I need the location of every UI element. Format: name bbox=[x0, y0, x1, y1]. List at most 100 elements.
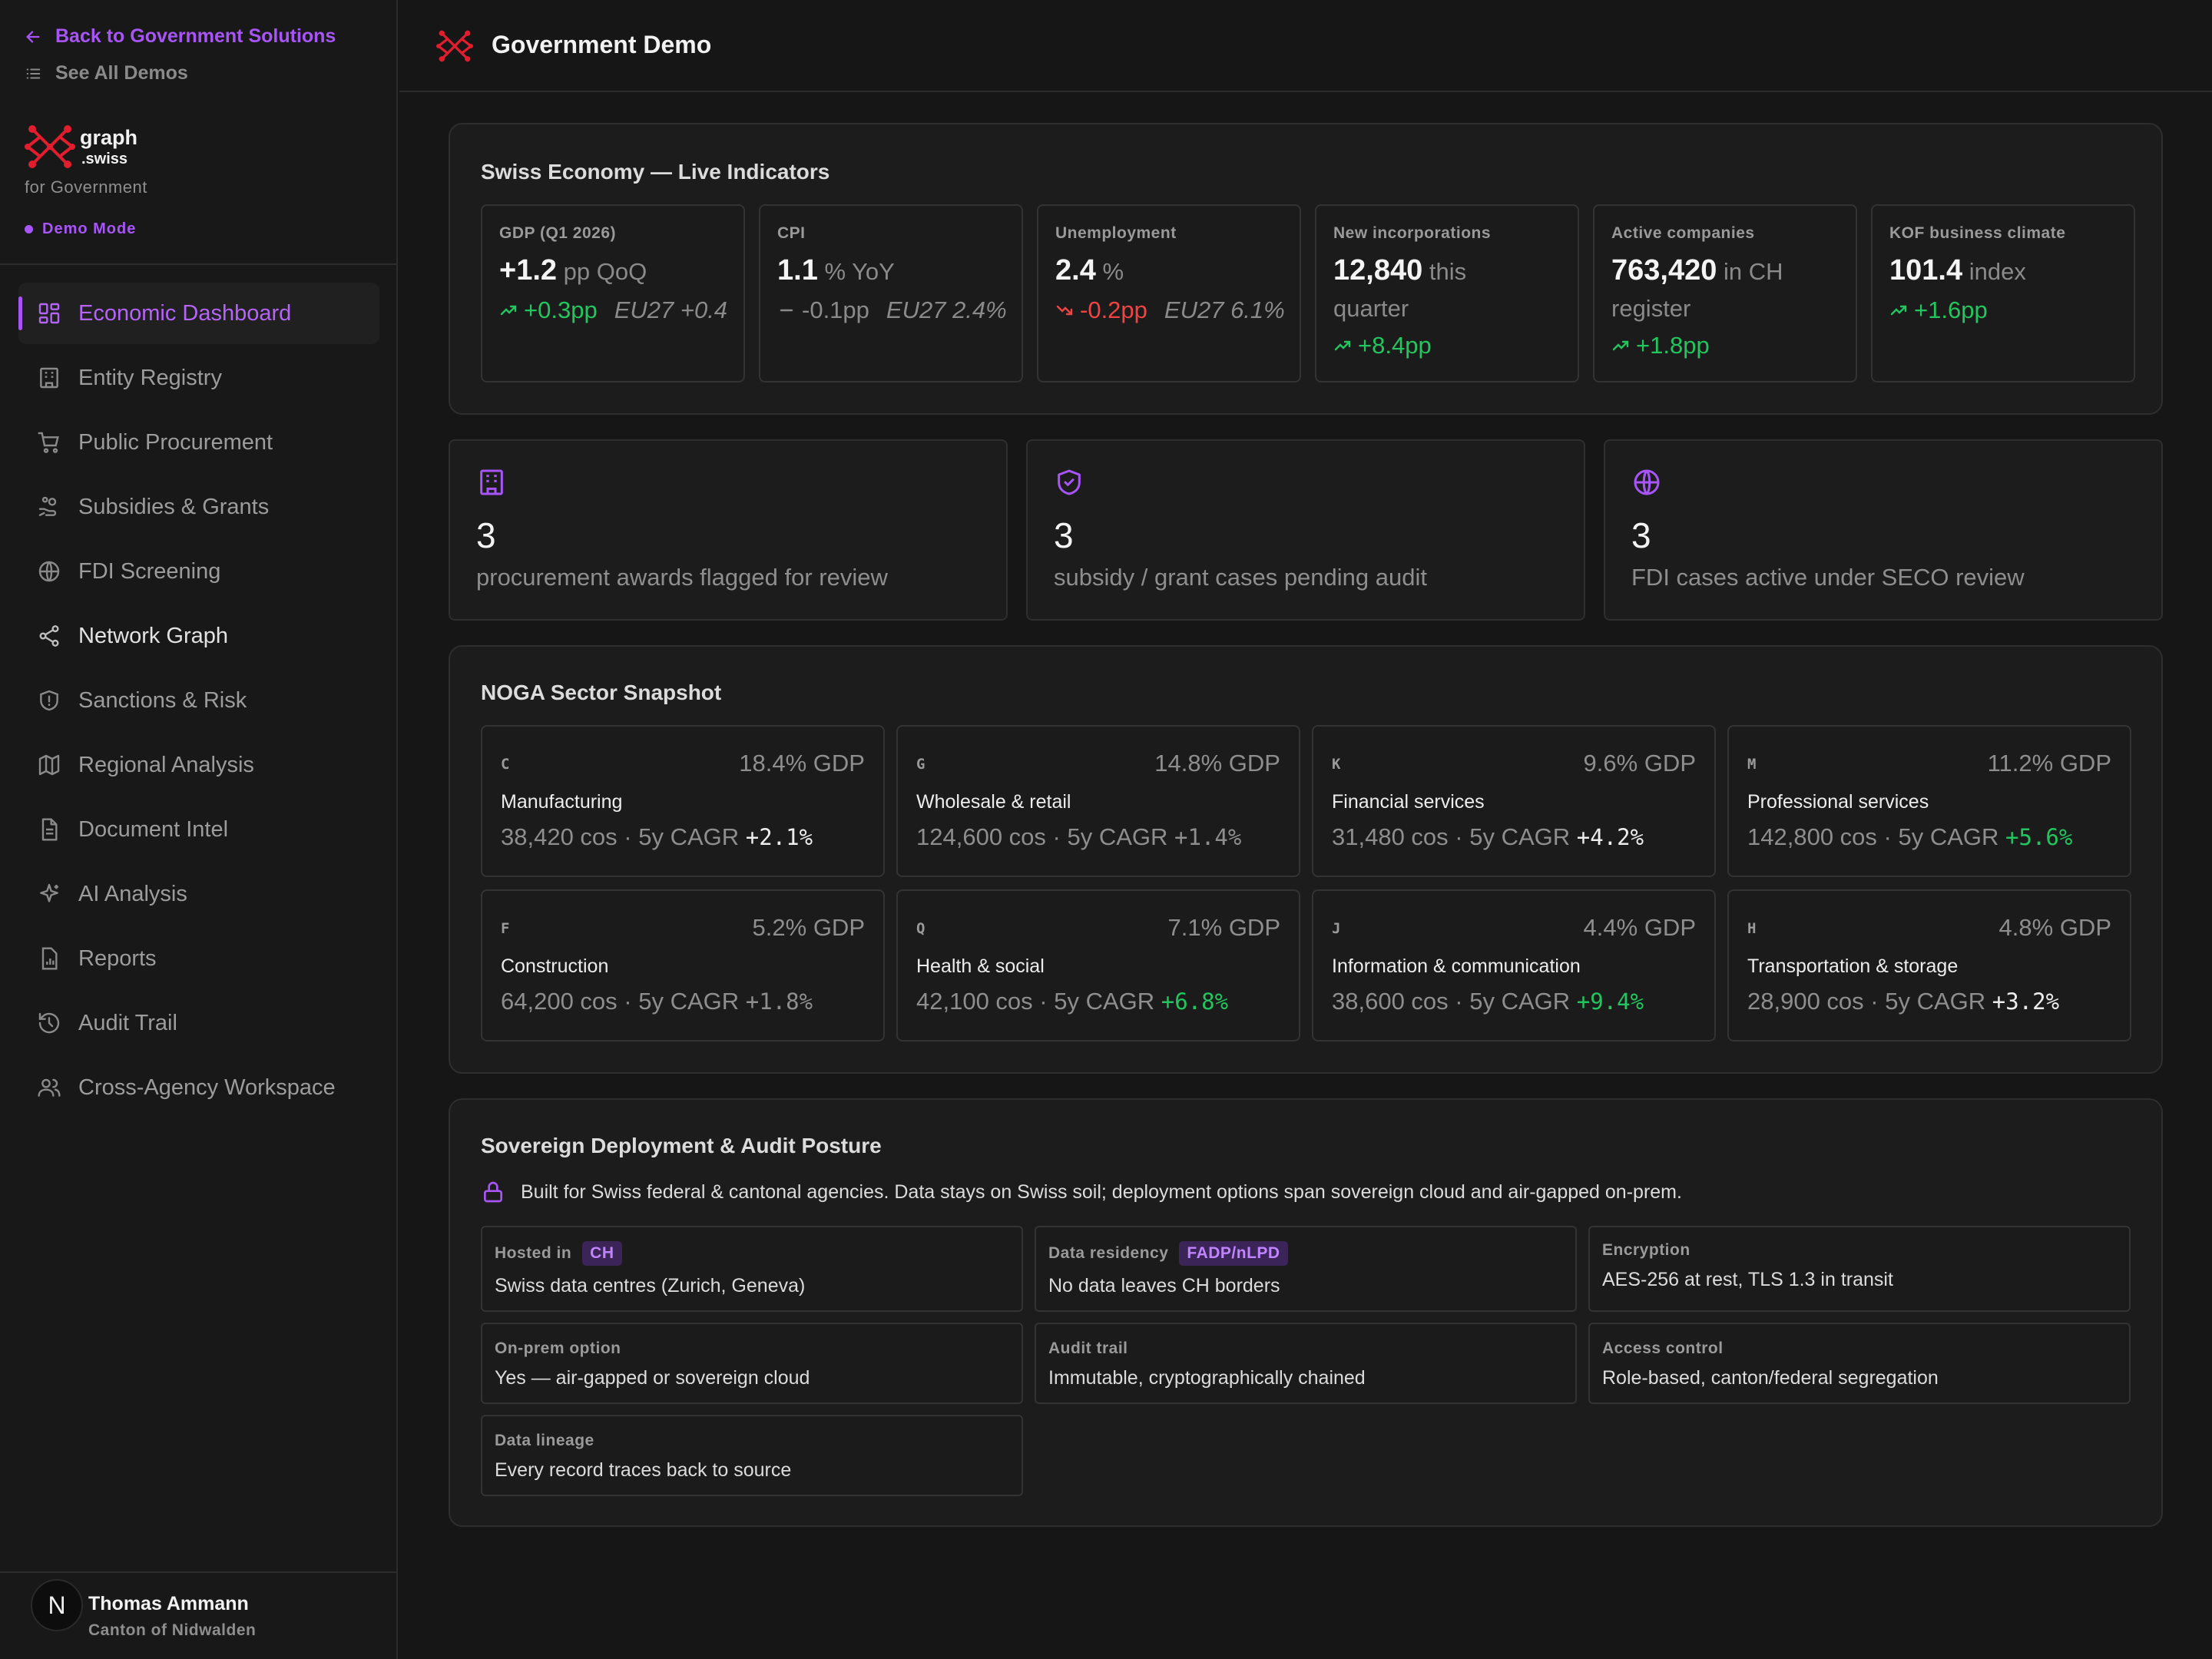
indicator-value-line: 12,840 this quarter bbox=[1333, 252, 1518, 327]
sidebar-item-economic-dashboard[interactable]: Economic Dashboard bbox=[18, 283, 379, 344]
indicator-card-kof[interactable]: KOF business climate 101.4 index +1.6pp bbox=[1871, 204, 2135, 382]
sector-name: Information & communication bbox=[1332, 955, 1581, 977]
user-org: Canton of Nidwalden bbox=[88, 1621, 257, 1639]
indicator-card-gdp[interactable]: GDP (Q1 2026) +1.2 pp QoQ +0.3pp EU27 +0… bbox=[481, 204, 745, 382]
sidebar-item-audit-trail[interactable]: Audit Trail bbox=[18, 992, 379, 1054]
sidebar-item-label: Cross-Agency Workspace bbox=[78, 1075, 336, 1100]
sector-name: Transportation & storage bbox=[1747, 955, 1959, 977]
sovereign-item-label: Data lineage bbox=[495, 1432, 594, 1449]
sector-gdp-share: 4.4% GDP bbox=[1583, 914, 1696, 941]
sovereign-item-label: Access control bbox=[1602, 1339, 1724, 1357]
hand-coins-icon bbox=[38, 496, 57, 516]
sector-cagr: +4.2% bbox=[1576, 824, 1644, 850]
alert-description: procurement awards flagged for review bbox=[476, 564, 888, 591]
sector-company-count: 28,900 cos · 5y CAGR bbox=[1747, 988, 1986, 1015]
avatar[interactable]: N bbox=[31, 1579, 83, 1631]
indicator-card-cpi[interactable]: CPI 1.1 % YoY -0.1pp EU27 2.4% bbox=[759, 204, 1023, 382]
document-icon bbox=[41, 818, 58, 841]
sovereign-item-label-text: Data residency bbox=[1048, 1244, 1169, 1262]
sector-stats: 64,200 cos · 5y CAGR +1.8% bbox=[501, 988, 813, 1015]
sector-cagr: +6.8% bbox=[1161, 988, 1229, 1015]
indicator-value: 1.1 bbox=[777, 254, 818, 286]
sector-gdp-share: 7.1% GDP bbox=[1167, 914, 1280, 941]
brand-logo[interactable]: graph .swiss bbox=[25, 123, 137, 171]
sector-cagr: +5.6% bbox=[2005, 824, 2073, 850]
sector-name: Financial services bbox=[1332, 791, 1485, 813]
indicator-trend: +1.8pp bbox=[1611, 332, 1710, 359]
sidebar-item-sanctions-risk[interactable]: Sanctions & Risk bbox=[18, 670, 379, 731]
sector-card-health-social[interactable]: Q 7.1% GDP Health & social 42,100 cos · … bbox=[896, 889, 1300, 1041]
indicator-value-line: 2.4 % bbox=[1055, 252, 1293, 290]
sidebar-item-label: Document Intel bbox=[78, 816, 229, 842]
indicator-value: 763,420 bbox=[1611, 254, 1717, 286]
indicator-unit: this quarter bbox=[1333, 258, 1467, 322]
indicator-value: 101.4 bbox=[1889, 254, 1963, 286]
back-link-label: Back to Government Solutions bbox=[55, 25, 336, 47]
indicator-trend: -0.2pp EU27 6.1% bbox=[1055, 296, 1285, 324]
sidebar-item-reports[interactable]: Reports bbox=[18, 928, 379, 989]
indicator-label: KOF business climate bbox=[1889, 224, 2066, 242]
indicator-card-unemployment[interactable]: Unemployment 2.4 % -0.2pp EU27 6.1% bbox=[1037, 204, 1301, 382]
sovereign-title: Sovereign Deployment & Audit Posture bbox=[481, 1134, 882, 1157]
indicator-trend: -0.1pp EU27 2.4% bbox=[777, 296, 1007, 324]
sidebar-item-regional-analysis[interactable]: Regional Analysis bbox=[18, 734, 379, 796]
sovereign-item-value: Swiss data centres (Zurich, Geneva) bbox=[495, 1275, 806, 1296]
sovereign-item-label-text: Hosted in bbox=[495, 1244, 572, 1262]
sidebar-item-label: AI Analysis bbox=[78, 881, 187, 906]
alert-card-fdi[interactable]: 3 FDI cases active under SECO review bbox=[1604, 439, 2163, 621]
sidebar-item-subsidies-grants[interactable]: Subsidies & Grants bbox=[18, 476, 379, 538]
sidebar-item-entity-registry[interactable]: Entity Registry bbox=[18, 347, 379, 409]
indicator-eu-compare: EU27 +0.4 bbox=[614, 296, 728, 323]
sector-code: M bbox=[1747, 756, 1757, 773]
trend-up-icon bbox=[1890, 305, 1907, 316]
status-dot-icon bbox=[25, 225, 33, 233]
sidebar-item-document-intel[interactable]: Document Intel bbox=[18, 799, 379, 860]
brand-sub: .swiss bbox=[81, 150, 128, 167]
sovereign-item-value: Yes — air-gapped or sovereign cloud bbox=[495, 1367, 810, 1389]
see-all-demos-label: See All Demos bbox=[55, 62, 188, 84]
sector-gdp-share: 5.2% GDP bbox=[752, 914, 865, 941]
sector-name: Health & social bbox=[916, 955, 1045, 977]
sector-card-financial-services[interactable]: K 9.6% GDP Financial services 31,480 cos… bbox=[1312, 725, 1716, 877]
sidebar-item-network-graph[interactable]: Network Graph bbox=[18, 605, 379, 667]
sidebar-item-public-procurement[interactable]: Public Procurement bbox=[18, 412, 379, 473]
sector-stats: 31,480 cos · 5y CAGR +4.2% bbox=[1332, 823, 1644, 851]
alert-count: 3 bbox=[1631, 515, 1651, 555]
sector-name: Construction bbox=[501, 955, 609, 977]
sovereign-item-label: Data residency FADP/nLPD bbox=[1048, 1241, 1288, 1266]
sidebar-item-fdi-screening[interactable]: FDI Screening bbox=[18, 541, 379, 602]
sidebar-item-label: Economic Dashboard bbox=[78, 300, 292, 326]
trend-down-icon bbox=[1056, 305, 1073, 316]
sovereign-item-residency: Data residency FADP/nLPD No data leaves C… bbox=[1035, 1226, 1577, 1312]
indicator-card-new-incorporations[interactable]: New incorporations 12,840 this quarter +… bbox=[1315, 204, 1579, 382]
alert-card-subsidy[interactable]: 3 subsidy / grant cases pending audit bbox=[1026, 439, 1585, 621]
sidebar-item-ai-analysis[interactable]: AI Analysis bbox=[18, 863, 379, 925]
sector-card-wholesale-retail[interactable]: G 14.8% GDP Wholesale & retail 124,600 c… bbox=[896, 725, 1300, 877]
sector-snapshot-panel: NOGA Sector Snapshot C 18.4% GDP Manufac… bbox=[449, 645, 2163, 1074]
sector-card-information-communication[interactable]: J 4.4% GDP Information & communication 3… bbox=[1312, 889, 1716, 1041]
alert-card-procurement[interactable]: 3 procurement awards flagged for review bbox=[449, 439, 1008, 621]
indicators-title: Swiss Economy — Live Indicators bbox=[481, 160, 830, 184]
sector-code: K bbox=[1332, 756, 1341, 773]
sector-stats: 124,600 cos · 5y CAGR +1.4% bbox=[916, 823, 1241, 851]
back-link[interactable]: Back to Government Solutions bbox=[25, 25, 336, 48]
sidebar-item-cross-agency-workspace[interactable]: Cross-Agency Workspace bbox=[18, 1057, 379, 1118]
indicator-unit: in CH register bbox=[1611, 258, 1783, 322]
sector-card-professional-services[interactable]: M 11.2% GDP Professional services 142,80… bbox=[1727, 725, 2131, 877]
sidebar-nav: Economic Dashboard Entity Registry Publi… bbox=[18, 283, 379, 1121]
indicator-trend: +8.4pp bbox=[1333, 332, 1432, 359]
list-icon bbox=[26, 68, 41, 79]
sector-card-transportation-storage[interactable]: H 4.8% GDP Transportation & storage 28,9… bbox=[1727, 889, 2131, 1041]
sovereign-item-value: AES-256 at rest, TLS 1.3 in transit bbox=[1602, 1269, 1893, 1290]
see-all-demos-link[interactable]: See All Demos bbox=[25, 62, 188, 84]
indicator-trend-value: +0.3pp bbox=[524, 296, 598, 323]
brand-tagline: for Government bbox=[25, 177, 147, 197]
sidebar-item-label: Audit Trail bbox=[78, 1010, 177, 1035]
sector-card-manufacturing[interactable]: C 18.4% GDP Manufacturing 38,420 cos · 5… bbox=[481, 725, 885, 877]
indicator-eu-compare: EU27 6.1% bbox=[1164, 296, 1285, 323]
user-bar bbox=[0, 1571, 398, 1659]
sector-card-construction[interactable]: F 5.2% GDP Construction 64,200 cos · 5y … bbox=[481, 889, 885, 1041]
indicator-card-active-companies[interactable]: Active companies 763,420 in CH register … bbox=[1593, 204, 1857, 382]
map-icon bbox=[38, 754, 60, 776]
sector-gdp-share: 4.8% GDP bbox=[1998, 914, 2111, 941]
